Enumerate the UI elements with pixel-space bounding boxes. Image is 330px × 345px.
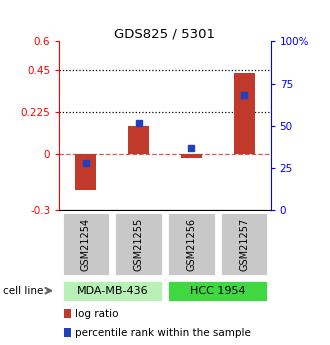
Text: MDA-MB-436: MDA-MB-436 (76, 286, 148, 296)
Bar (167, 279, 269, 302)
Title: GDS825 / 5301: GDS825 / 5301 (115, 27, 215, 40)
Bar (75, 154, 96, 190)
Bar (61, 212, 110, 276)
Text: log ratio: log ratio (76, 309, 119, 319)
Bar (167, 212, 216, 276)
Bar (181, 154, 202, 158)
Bar (114, 212, 163, 276)
Point (136, 120, 141, 125)
Text: GSM21256: GSM21256 (186, 218, 196, 270)
Point (189, 145, 194, 151)
Text: GSM21254: GSM21254 (81, 218, 91, 270)
Bar (128, 126, 149, 154)
Text: percentile rank within the sample: percentile rank within the sample (76, 328, 251, 338)
Bar (220, 212, 269, 276)
Text: GSM21255: GSM21255 (134, 217, 144, 271)
Point (83, 160, 88, 166)
Text: HCC 1954: HCC 1954 (190, 286, 246, 296)
Bar (61, 279, 163, 302)
Text: cell line: cell line (3, 286, 44, 296)
Bar (234, 73, 255, 154)
Bar (64, 308, 71, 318)
Bar (64, 327, 71, 337)
Text: GSM21257: GSM21257 (239, 217, 249, 271)
Point (242, 93, 247, 98)
